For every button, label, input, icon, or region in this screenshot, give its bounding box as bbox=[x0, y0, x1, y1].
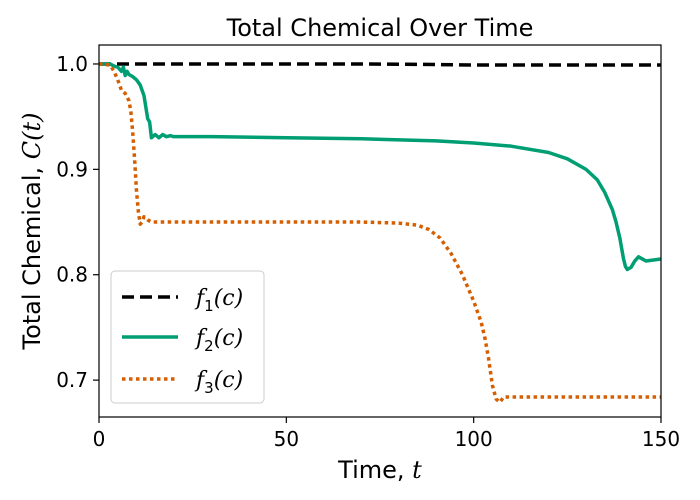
series-line-1 bbox=[99, 62, 661, 67]
legend-label-argument: (c) bbox=[214, 368, 244, 393]
y-axis-label-text: Total Chemical, bbox=[18, 159, 46, 350]
legend-label-subscript: 1 bbox=[204, 297, 214, 315]
x-axis-label: Time, t bbox=[337, 456, 422, 484]
x-tick-label: 100 bbox=[455, 427, 493, 451]
legend-label-argument: (c) bbox=[214, 286, 244, 311]
series-layer bbox=[99, 62, 661, 404]
legend-label-1: f1(c) bbox=[194, 286, 243, 315]
series-line-2 bbox=[99, 62, 661, 272]
x-axis: 0 50 100 150 bbox=[93, 417, 680, 451]
legend-label-3: f3(c) bbox=[194, 368, 243, 397]
y-tick-label: 1.0 bbox=[56, 52, 88, 76]
y-tick-label: 0.8 bbox=[56, 263, 88, 287]
legend-label-subscript: 2 bbox=[204, 337, 214, 355]
y-tick-label: 0.7 bbox=[56, 368, 88, 392]
x-axis-label-var: t bbox=[412, 456, 422, 484]
x-axis-label-text: Time, bbox=[337, 456, 412, 484]
legend-box bbox=[110, 270, 265, 404]
y-axis-label-var: C(t) bbox=[18, 112, 46, 159]
y-tick-label: 0.9 bbox=[56, 157, 88, 181]
y-axis: 0.7 0.8 0.9 1.0 bbox=[56, 52, 99, 392]
x-tick-label: 50 bbox=[274, 427, 299, 451]
legend-label-argument: (c) bbox=[214, 326, 244, 351]
x-tick-label: 150 bbox=[642, 427, 680, 451]
x-tick-label: 0 bbox=[93, 427, 106, 451]
legend-label-subscript: 3 bbox=[204, 379, 214, 397]
chart-title: Total Chemical Over Time bbox=[226, 14, 534, 42]
legend: f1(c) f2(c) f3(c) bbox=[110, 270, 265, 404]
plot-frame bbox=[98, 44, 662, 418]
legend-label-2: f2(c) bbox=[194, 326, 243, 355]
y-axis-label: Total Chemical, C(t) bbox=[18, 112, 46, 350]
series-line-3 bbox=[99, 62, 661, 404]
plot-area bbox=[98, 44, 662, 418]
